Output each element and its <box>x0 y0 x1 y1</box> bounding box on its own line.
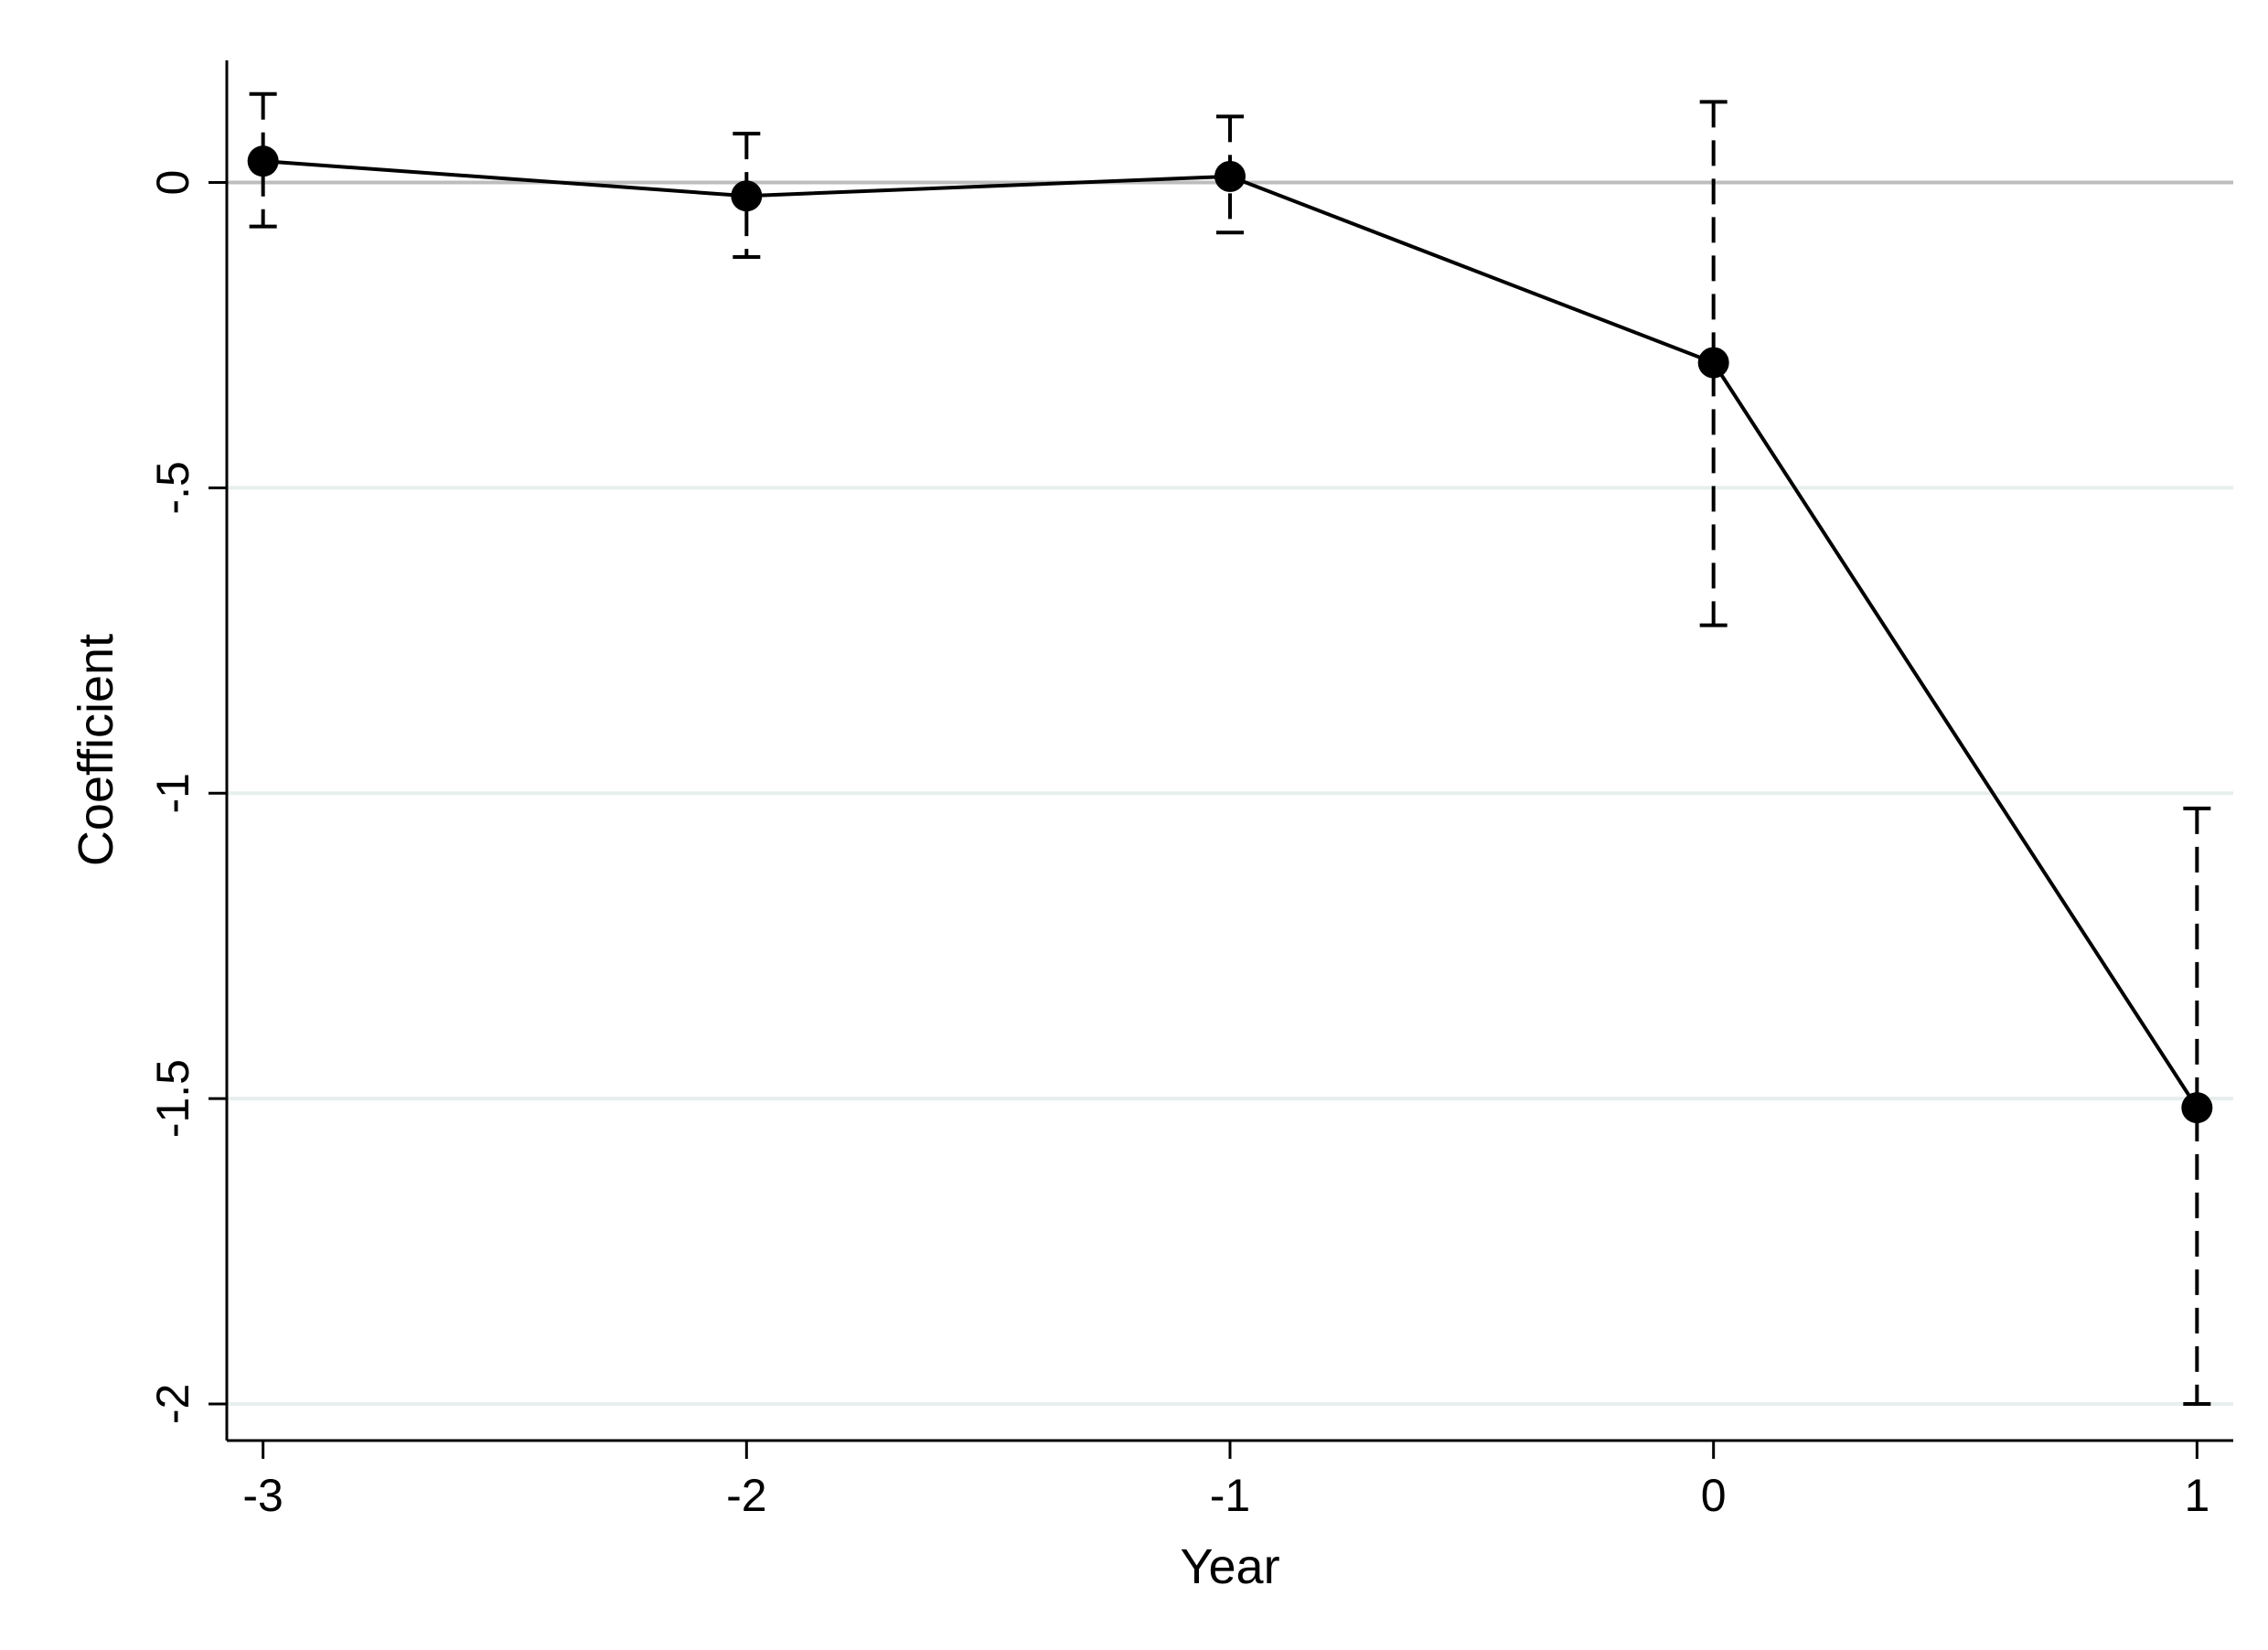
x-tick-label: 0 <box>1701 1470 1727 1521</box>
y-tick-label: -2 <box>147 1384 198 1424</box>
x-tick-label: -3 <box>242 1470 283 1521</box>
y-axis-title: Coefficient <box>69 634 123 866</box>
data-points <box>247 145 2213 1124</box>
x-axis-title: Year <box>1180 1539 1279 1594</box>
data-point <box>247 145 279 177</box>
y-ticks: 0 -.5 -1 -1.5 -2 <box>147 170 227 1424</box>
data-point <box>2181 1092 2213 1124</box>
series-polyline <box>262 159 2199 1109</box>
y-tick-label: -1.5 <box>147 1059 198 1138</box>
y-tick-label: 0 <box>147 170 198 196</box>
y-tick-label: -1 <box>147 773 198 813</box>
x-ticks: -3 -2 -1 0 1 <box>242 1441 2209 1521</box>
x-tick-label: -2 <box>726 1470 766 1521</box>
data-point <box>1214 160 1246 192</box>
error-bars <box>249 91 2211 1406</box>
x-tick-label: -1 <box>1210 1470 1250 1521</box>
axes <box>225 60 2233 1442</box>
grid-lines <box>227 180 2233 1406</box>
series-line <box>262 159 2199 1109</box>
data-point <box>731 180 763 212</box>
x-tick-label: 1 <box>2184 1470 2209 1521</box>
data-point <box>1697 347 1729 379</box>
y-tick-label: -.5 <box>147 461 198 514</box>
